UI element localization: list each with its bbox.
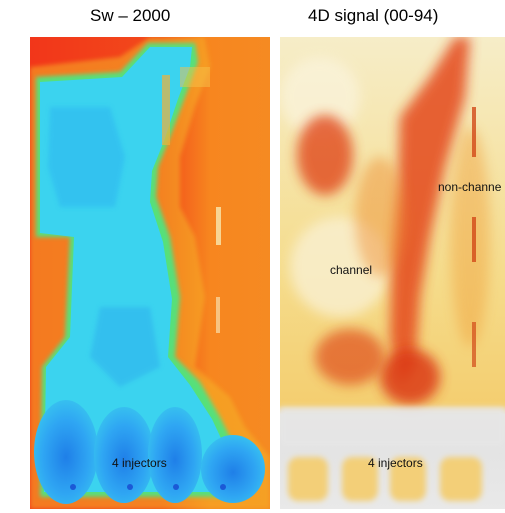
injector-marker [127,484,133,490]
label-channel: channel [330,263,373,277]
panel-title-saturation: Sw – 2000 [90,6,171,25]
panel-title-4d-signal: 4D signal (00-94) [308,6,439,25]
4d-signal-map-image [280,37,505,509]
label-non-channel: non-channe [438,180,502,194]
saturation-map-image [30,37,270,509]
label-injectors-left: 4 injectors [112,456,167,470]
saturation-map: 4 injectors [30,37,270,509]
injector-marker [173,484,179,490]
injector-marker [70,484,76,490]
4d-signal-map: channel non-channe 4 injectors [280,37,505,509]
label-injectors-right: 4 injectors [368,456,423,470]
injector-marker [220,484,226,490]
